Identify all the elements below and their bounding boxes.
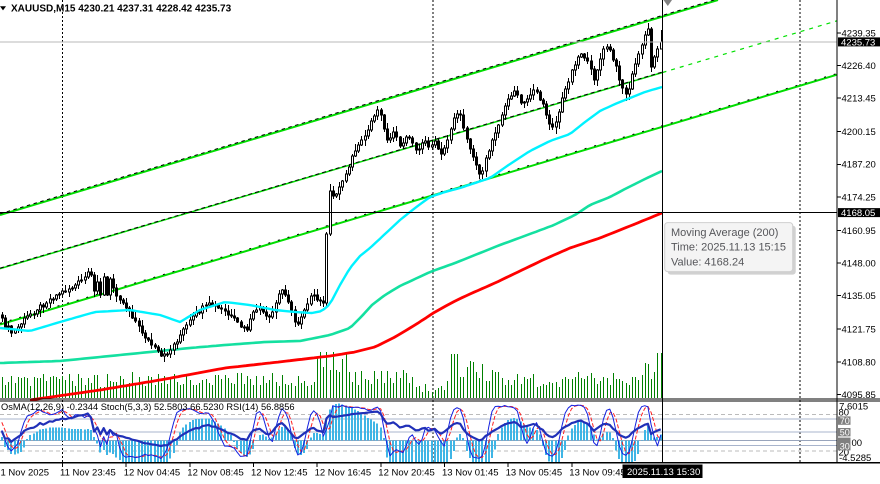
svg-text:7.6015: 7.6015 <box>839 402 868 413</box>
svg-text:11 Nov 23:45: 11 Nov 23:45 <box>60 468 116 479</box>
svg-text:4187.20: 4187.20 <box>842 160 876 171</box>
svg-text:4108.80: 4108.80 <box>842 357 876 368</box>
svg-text:4168.05: 4168.05 <box>841 208 875 219</box>
svg-text:Moving Average (200): Moving Average (200) <box>671 227 778 239</box>
svg-text:4135.05: 4135.05 <box>842 291 876 302</box>
svg-text:00: 00 <box>852 438 863 449</box>
svg-text:20: 20 <box>839 448 850 459</box>
svg-text:12 Nov 12:45: 12 Nov 12:45 <box>251 468 308 479</box>
svg-text:XAUUSD,M15 4230.21 4237.31 42: XAUUSD,M15 4230.21 4237.31 4228.42 4235.… <box>11 4 232 15</box>
svg-text:4121.75: 4121.75 <box>842 325 876 336</box>
svg-text:4148.00: 4148.00 <box>842 259 876 270</box>
svg-text:-4.5285: -4.5285 <box>839 453 871 464</box>
svg-text:1 Nov 2025: 1 Nov 2025 <box>1 468 50 479</box>
svg-text:30: 30 <box>840 441 850 451</box>
svg-text:13 Nov 09:45: 13 Nov 09:45 <box>569 468 626 479</box>
svg-text:Value: 4168.24: Value: 4168.24 <box>671 257 744 269</box>
svg-text:13 Nov 01:45: 13 Nov 01:45 <box>442 468 499 479</box>
svg-text:4226.40: 4226.40 <box>842 61 876 72</box>
svg-text:13 Nov 05:45: 13 Nov 05:45 <box>506 468 563 479</box>
svg-text:OsMA(12,26,9) -0.2344 Stoch(5: OsMA(12,26,9) -0.2344 Stoch(5,3,3) 52.58… <box>1 402 295 412</box>
svg-text:80: 80 <box>839 408 850 419</box>
svg-text:12 Nov 04:45: 12 Nov 04:45 <box>124 468 181 479</box>
svg-text:4239.35: 4239.35 <box>842 28 876 39</box>
svg-text:50: 50 <box>840 427 850 437</box>
svg-text:70: 70 <box>840 416 850 426</box>
svg-text:4235.73: 4235.73 <box>841 37 875 48</box>
svg-text:12 Nov 08:45: 12 Nov 08:45 <box>187 468 244 479</box>
svg-text:12 Nov 20:45: 12 Nov 20:45 <box>378 468 435 479</box>
svg-text:12 Nov 16:45: 12 Nov 16:45 <box>315 468 372 479</box>
svg-text:2025.11.13 15:30: 2025.11.13 15:30 <box>627 467 700 478</box>
svg-text:Time: 2025.11.13 15:15: Time: 2025.11.13 15:15 <box>671 242 786 254</box>
svg-text:4095.85: 4095.85 <box>842 390 876 401</box>
svg-text:4174.25: 4174.25 <box>842 192 876 203</box>
svg-text:4160.95: 4160.95 <box>842 226 876 237</box>
svg-text:4200.15: 4200.15 <box>842 127 876 138</box>
svg-text:4213.45: 4213.45 <box>842 94 876 105</box>
